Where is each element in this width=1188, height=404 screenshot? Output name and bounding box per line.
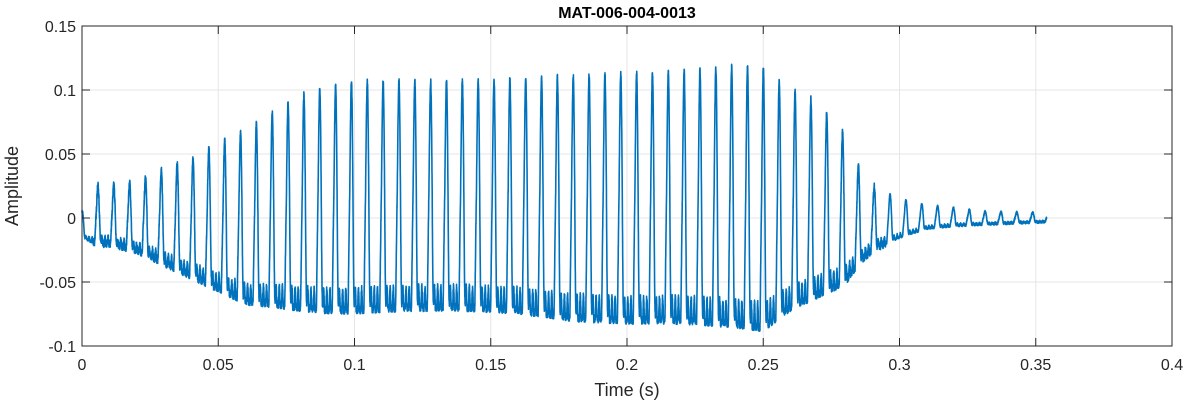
x-tick-label: 0.35 [1020, 357, 1051, 374]
x-axis-label: Time (s) [594, 380, 659, 400]
signal-series [81, 63, 1048, 333]
x-tick-label: 0.3 [888, 357, 910, 374]
y-tick-label: 0 [67, 211, 76, 228]
x-tick-label: 0 [78, 357, 87, 374]
y-tick-label: -0.1 [48, 339, 76, 356]
y-tick-label: 0.05 [45, 147, 76, 164]
y-tick-label: -0.05 [40, 275, 77, 292]
x-tick-label: 0.15 [475, 357, 506, 374]
x-tick-label: 0.4 [1161, 357, 1183, 374]
x-tick-label: 0.1 [343, 357, 365, 374]
y-tick-label: 0.15 [45, 19, 76, 36]
x-tick-label: 0.25 [748, 357, 779, 374]
x-tick-label: 0.05 [203, 357, 234, 374]
x-tick-label: 0.2 [616, 357, 638, 374]
chart-title: MAT-006-004-0013 [558, 5, 696, 22]
ticks: 0 0.05 0.1 0.15 0.2 0.25 0.3 0.35 0.4 -0.1 -0.05 0 0… [40, 19, 1184, 374]
y-tick-label: 0.1 [54, 83, 76, 100]
y-axis-label: Amplitude [2, 146, 22, 226]
waveform-line [81, 63, 1048, 333]
